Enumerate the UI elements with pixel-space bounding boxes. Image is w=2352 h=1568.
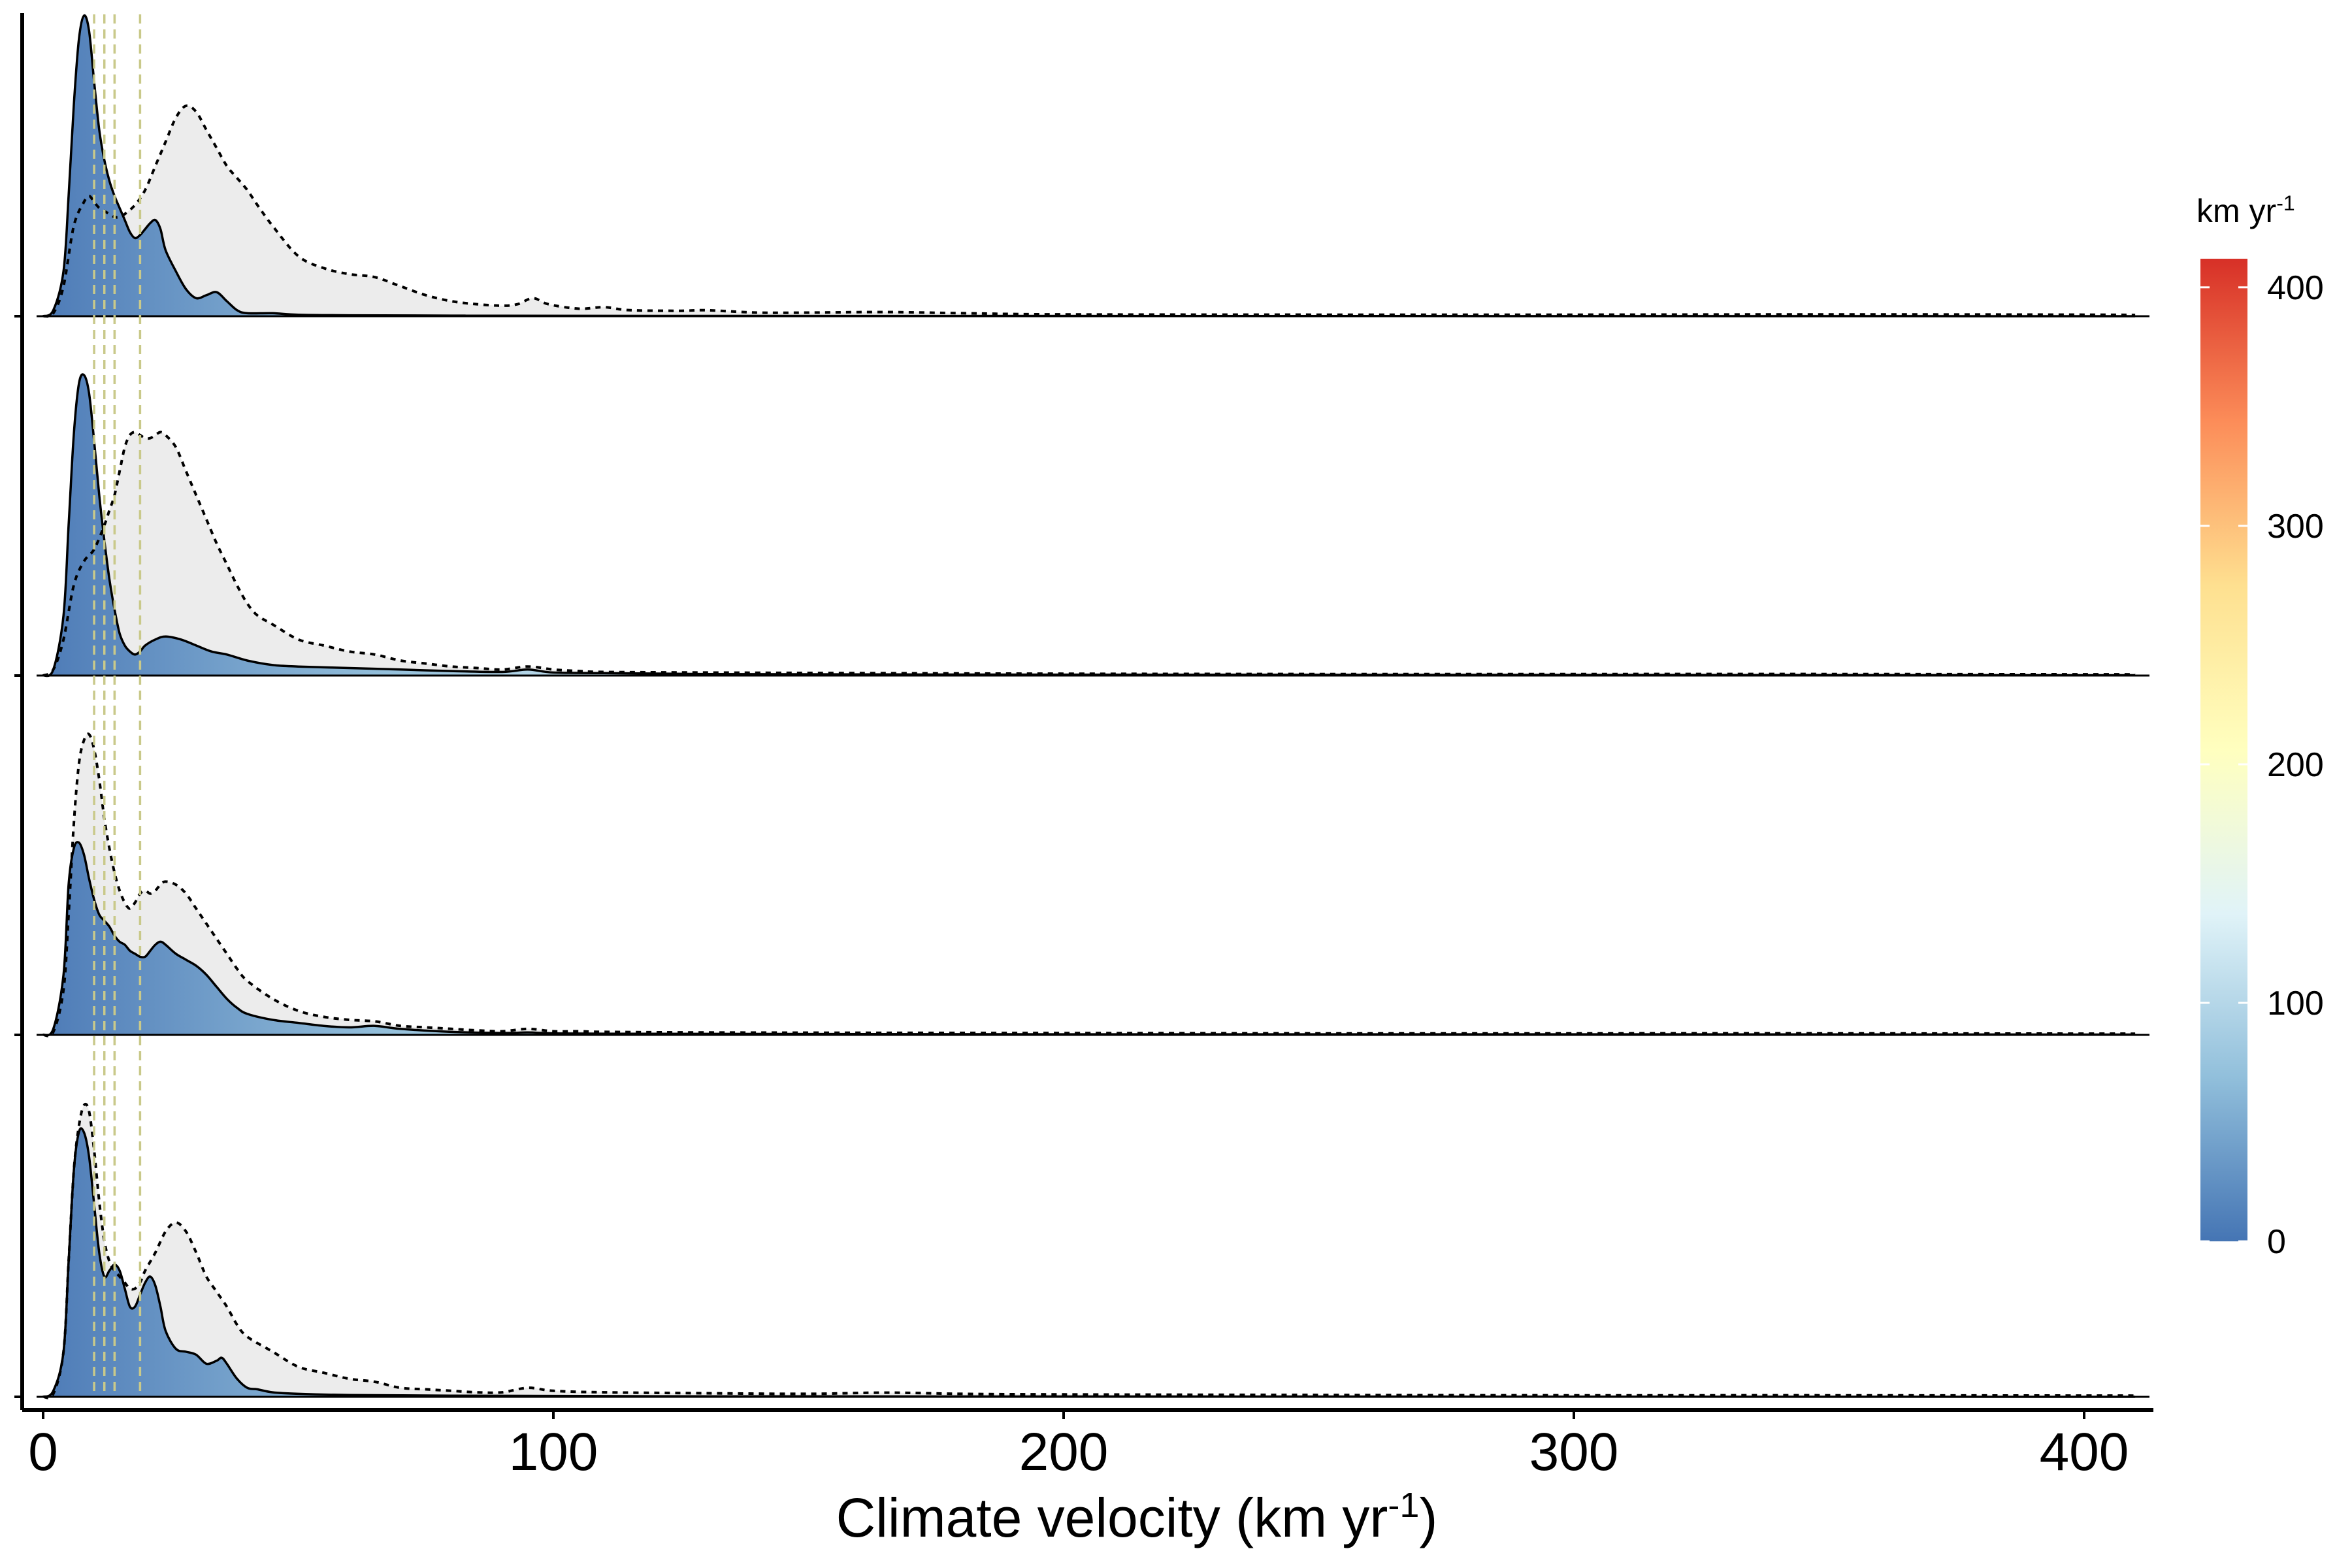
- future-density-area: [43, 15, 2136, 316]
- present-density-line: [42, 431, 2136, 677]
- legend-tick-label: 0: [2267, 1223, 2286, 1261]
- legend-tick-label: 400: [2267, 269, 2324, 307]
- ridge-3: [14, 732, 2149, 1037]
- future-density-line: [42, 373, 2136, 678]
- future-density-area: [43, 841, 2136, 1036]
- x-tick-label: 400: [2040, 1422, 2129, 1482]
- future-density-line: [42, 841, 2136, 1037]
- future-density-line: [42, 14, 2136, 318]
- color-legend: km yr-1 0 100 200 300 400: [2197, 191, 2324, 1261]
- present-density-area: [43, 734, 2136, 1036]
- ridge-2: [14, 373, 2149, 678]
- legend-title-superscript: -1: [2276, 191, 2295, 215]
- legend-tick-label: 100: [2267, 985, 2324, 1022]
- present-density-line: [42, 1103, 2136, 1399]
- x-tick-label: 300: [1529, 1422, 1619, 1482]
- ridges: [14, 14, 2149, 1399]
- ridge-4: [14, 1103, 2149, 1399]
- legend-tick-label: 200: [2267, 746, 2324, 784]
- x-tick-label: 200: [1019, 1422, 1109, 1482]
- present-density-area: [43, 105, 2136, 317]
- x-axis-title-superscript: -1: [1388, 1486, 1419, 1525]
- future-density-area: [43, 374, 2136, 676]
- x-tick-label: 100: [509, 1422, 598, 1482]
- reference-lines: [93, 14, 142, 1397]
- present-density-line: [42, 732, 2136, 1037]
- x-axis-title: Climate velocity (km yr-1): [836, 1486, 1438, 1548]
- legend-colorbar: [2200, 259, 2247, 1241]
- future-density-area: [43, 1128, 2136, 1397]
- axes: 0 100 200 300 400: [20, 13, 2153, 1482]
- legend-title: km yr-1: [2197, 191, 2295, 229]
- legend-tick-label: 300: [2267, 508, 2324, 546]
- present-density-area: [43, 1103, 2136, 1398]
- ridge-1: [14, 14, 2149, 318]
- future-density-line: [42, 1127, 2136, 1398]
- x-tick-label: 0: [28, 1422, 58, 1482]
- present-density-area: [43, 432, 2136, 676]
